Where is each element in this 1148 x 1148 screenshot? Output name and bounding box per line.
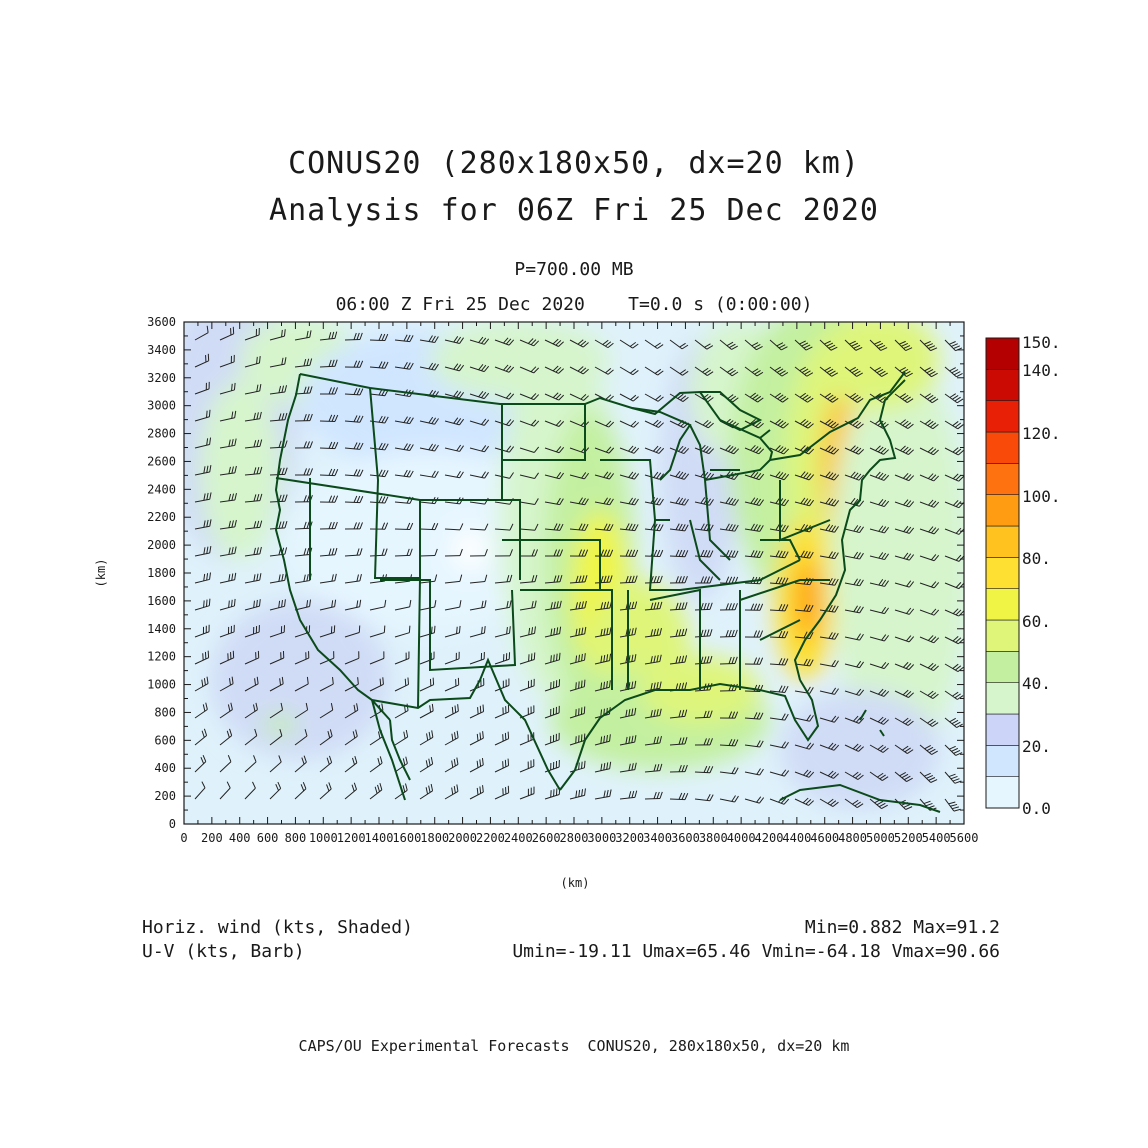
colorbar-swatch <box>985 745 1020 777</box>
colorbar-label: 120. <box>1022 424 1061 443</box>
y-tick-label: 1000 <box>147 678 176 692</box>
colorbar-label: 40. <box>1022 674 1051 693</box>
map-boundaries <box>274 371 941 813</box>
colorbar-swatch <box>985 400 1020 433</box>
y-tick-label: 3400 <box>147 343 176 357</box>
x-axis-label: (km) <box>561 876 590 890</box>
x-tick-label: 800 <box>285 831 307 845</box>
colorbar-swatch <box>985 525 1020 558</box>
x-tick-label: 3200 <box>615 831 644 845</box>
colorbar-swatch <box>985 651 1020 683</box>
colorbar-swatch <box>985 619 1020 652</box>
x-tick-label: 3600 <box>671 831 700 845</box>
y-tick-label: 3200 <box>147 371 176 385</box>
x-tick-label: 4400 <box>782 831 811 845</box>
colorbar-label: 140. <box>1022 361 1061 380</box>
x-tick-label: 0 <box>180 831 187 845</box>
y-axis-label: (km) <box>94 559 108 588</box>
colorbar-label: 60. <box>1022 612 1051 631</box>
x-tick-label: 5600 <box>950 831 979 845</box>
y-tick-label: 200 <box>154 789 176 803</box>
x-tick-label: 5400 <box>922 831 951 845</box>
x-tick-label: 4200 <box>755 831 784 845</box>
colorbar-swatch <box>985 494 1020 527</box>
colorbar-swatch <box>985 588 1020 621</box>
title-line-2: Analysis for 06Z Fri 25 Dec 2020 <box>269 193 879 228</box>
time-label: 06:00 Z Fri 25 Dec 2020 T=0.0 s (0:00:00… <box>335 294 813 315</box>
colorbar: 0.0 20. 40. 60. 80. 100. 120. 140. 150. <box>985 333 1061 818</box>
x-tick-label: 1200 <box>337 831 366 845</box>
x-tick-label: 1000 <box>309 831 338 845</box>
x-tick-label: 1800 <box>420 831 449 845</box>
x-tick-label: 4000 <box>727 831 756 845</box>
x-tick-label: 3400 <box>643 831 672 845</box>
colorbar-swatch <box>985 369 1020 401</box>
x-tick-label: 1400 <box>365 831 394 845</box>
x-tick-label: 600 <box>257 831 279 845</box>
x-tick-label: 200 <box>201 831 223 845</box>
y-tick-label: 0 <box>169 817 176 831</box>
y-tick-label: 2400 <box>147 482 176 496</box>
footer-credit: CAPS/OU Experimental Forecasts CONUS20, … <box>298 1037 850 1055</box>
y-tick-label: 1200 <box>147 650 176 664</box>
uv-min-max-readout: Umin=-19.11 Umax=65.46 Vmin=-64.18 Vmax=… <box>512 941 1000 962</box>
x-tick-label: 400 <box>229 831 251 845</box>
x-tick-label: 2000 <box>448 831 477 845</box>
x-tick-label: 4600 <box>810 831 839 845</box>
colorbar-swatch <box>985 557 1020 589</box>
y-tick-label: 1600 <box>147 594 176 608</box>
x-tick-label: 2200 <box>476 831 505 845</box>
colorbar-label: 100. <box>1022 487 1061 506</box>
y-tick-label: 3600 <box>147 315 176 329</box>
y-tick-label: 2600 <box>147 454 176 468</box>
y-tick-label: 2200 <box>147 510 176 524</box>
x-tick-label: 3000 <box>587 831 616 845</box>
colorbar-swatch <box>985 463 1020 495</box>
y-tick-label: 800 <box>154 705 176 719</box>
colorbar-label: 80. <box>1022 549 1051 568</box>
x-tick-label: 3800 <box>699 831 728 845</box>
y-tick-label: 2000 <box>147 538 176 552</box>
y-tick-label: 600 <box>154 733 176 747</box>
y-tick-label: 1800 <box>147 566 176 580</box>
wind-barbs <box>194 325 964 812</box>
x-tick-label: 2800 <box>560 831 589 845</box>
title-line-1: CONUS20 (280x180x50, dx=20 km) <box>288 146 860 181</box>
colorbar-label: 0.0 <box>1022 799 1051 818</box>
wind-map-figure: 0 200 400 600 800 100012001400160018002000220… <box>94 315 1061 890</box>
level-label: P=700.00 MB <box>514 259 634 280</box>
wind-speed-shading <box>184 322 964 824</box>
colorbar-swatch <box>985 682 1020 715</box>
min-max-readout: Min=0.882 Max=91.2 <box>804 917 1000 938</box>
y-tick-label: 1400 <box>147 622 176 636</box>
colorbar-swatch <box>985 337 1020 370</box>
y-tick-label: 3000 <box>147 399 176 413</box>
legend-barb: U-V (kts, Barb) <box>142 941 305 962</box>
colorbar-swatch <box>985 431 1020 464</box>
legend-shaded: Horiz. wind (kts, Shaded) <box>142 917 413 938</box>
x-tick-label: 4800 <box>838 831 867 845</box>
colorbar-label: 150. <box>1022 333 1061 352</box>
x-tick-label: 5000 <box>866 831 895 845</box>
x-tick-label: 5200 <box>894 831 923 845</box>
y-tick-label: 400 <box>154 761 176 775</box>
colorbar-label: 20. <box>1022 737 1051 756</box>
colorbar-swatch <box>985 713 1020 746</box>
y-tick-label: 2800 <box>147 427 176 441</box>
x-tick-label: 2600 <box>532 831 561 845</box>
colorbar-swatch <box>985 776 1020 809</box>
x-tick-label: 1600 <box>392 831 421 845</box>
x-tick-label: 2400 <box>504 831 533 845</box>
